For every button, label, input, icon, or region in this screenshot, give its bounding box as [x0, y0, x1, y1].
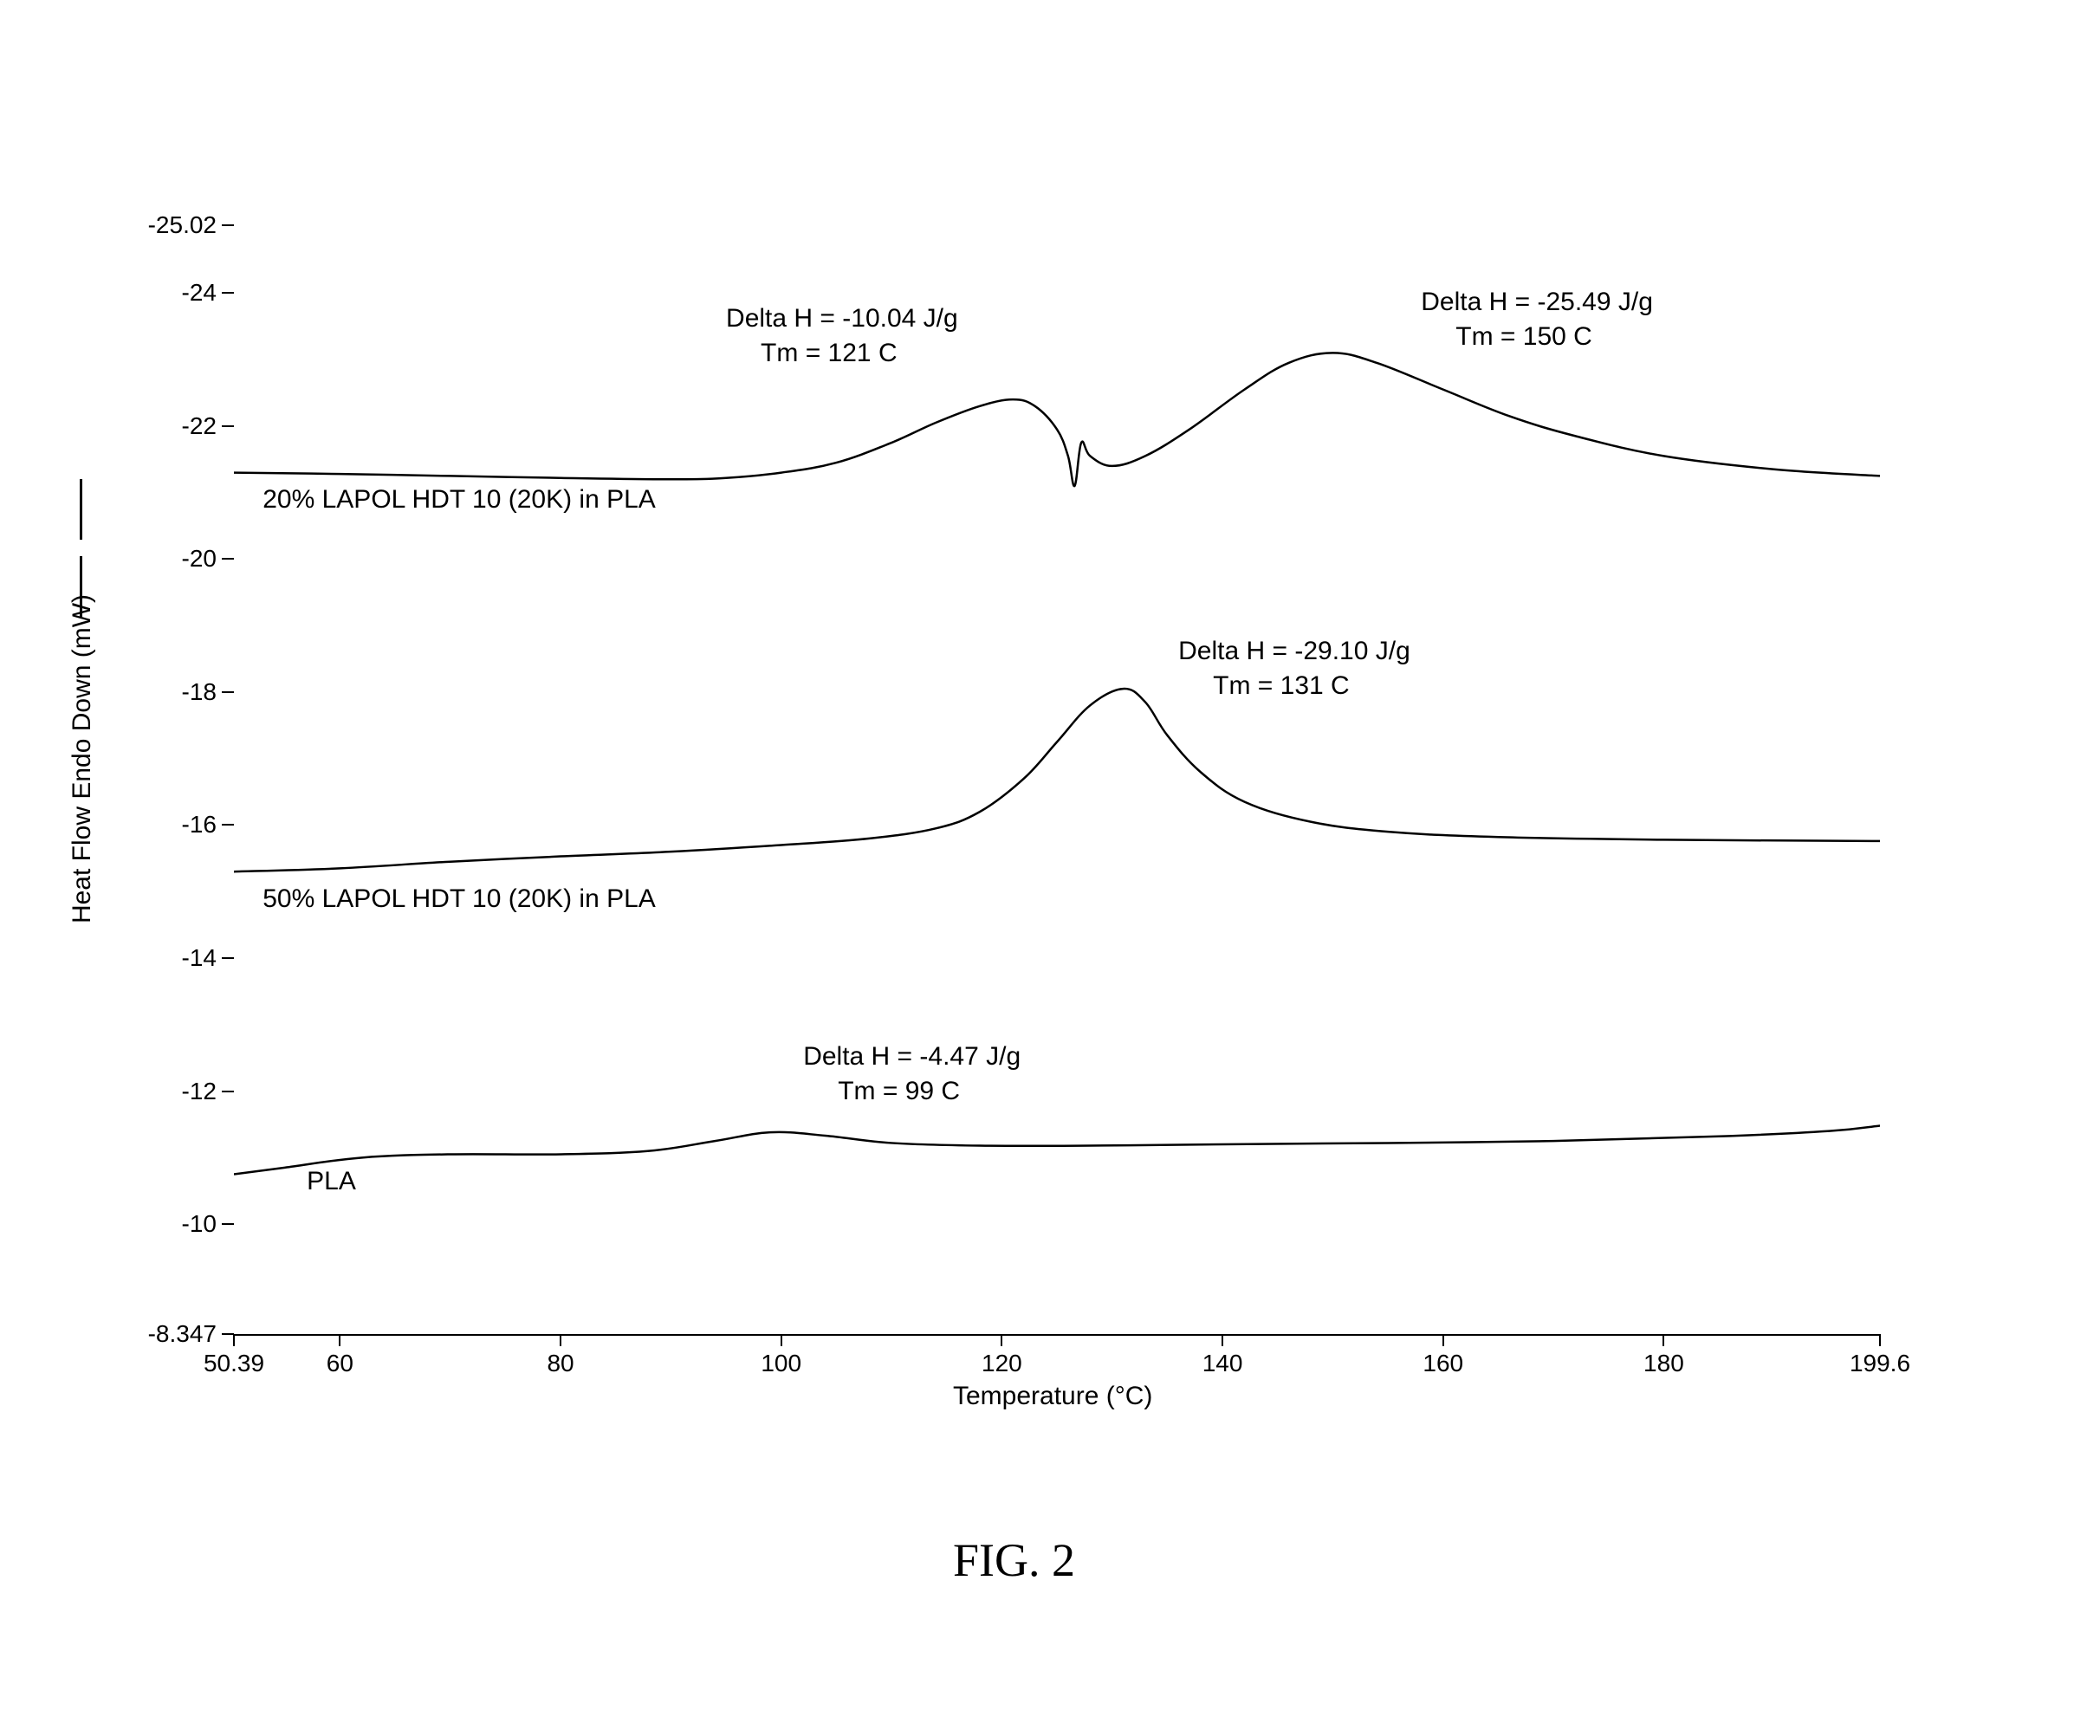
x-tick [1001, 1334, 1002, 1346]
x-tick-label: 60 [327, 1350, 353, 1377]
tm-label: Tm = 131 C [1178, 671, 1410, 701]
peak-annotation: Delta H = -4.47 J/g Tm = 99 C [803, 1042, 1021, 1106]
x-tick-label: 199.6 [1850, 1350, 1910, 1377]
page-root: 50.39 60 80 100 120 140 160 180 199.6 -25.02 -24 -… [0, 0, 2100, 1736]
series-label: PLA [307, 1167, 356, 1196]
y-tick [222, 1223, 234, 1225]
x-tick [560, 1334, 561, 1346]
x-tick-label: 140 [1202, 1350, 1243, 1377]
x-tick-label: 160 [1423, 1350, 1463, 1377]
peak-annotation: Delta H = -10.04 J/g Tm = 121 C [726, 304, 958, 368]
x-tick [339, 1334, 340, 1346]
x-tick [1442, 1334, 1444, 1346]
y-tick-label: -22 [139, 412, 217, 440]
tm-label: Tm = 99 C [803, 1077, 1021, 1106]
dsc-curve [234, 353, 1880, 486]
plot-area [234, 225, 1880, 1334]
y-tick-label: -20 [139, 545, 217, 573]
y-tick-label: -18 [139, 678, 217, 706]
y-tick-label: -12 [139, 1078, 217, 1105]
y-tick-label: -14 [139, 944, 217, 972]
y-axis-marker-top [80, 479, 82, 540]
y-tick [222, 224, 234, 226]
peak-annotation: Delta H = -29.10 J/g Tm = 131 C [1178, 637, 1410, 701]
tm-label: Tm = 150 C [1421, 322, 1653, 352]
delta-h-label: Delta H = -25.49 J/g [1421, 288, 1653, 317]
x-tick-label: 100 [761, 1350, 801, 1377]
delta-h-label: Delta H = -4.47 J/g [803, 1042, 1021, 1072]
y-tick [222, 558, 234, 560]
x-tick [1662, 1334, 1664, 1346]
y-tick [222, 1091, 234, 1092]
y-tick-label: -10 [139, 1210, 217, 1238]
y-tick-label: -24 [139, 279, 217, 307]
dsc-curve [234, 1125, 1880, 1174]
x-tick [781, 1334, 782, 1346]
series-label: 50% LAPOL HDT 10 (20K) in PLA [262, 884, 656, 914]
y-tick [222, 425, 234, 427]
x-tick-label: 50.39 [204, 1350, 264, 1377]
y-tick [222, 1333, 234, 1335]
y-axis-marker-bottom [80, 556, 82, 617]
series-label: 20% LAPOL HDT 10 (20K) in PLA [262, 485, 656, 515]
x-tick [233, 1334, 235, 1346]
y-tick [222, 292, 234, 294]
y-tick-label: -25.02 [139, 211, 217, 239]
figure-caption: FIG. 2 [953, 1533, 1075, 1587]
dsc-curves-svg [234, 225, 1880, 1334]
y-tick-label: -8.347 [139, 1320, 217, 1348]
y-tick [222, 691, 234, 693]
y-tick [222, 824, 234, 826]
y-tick-label: -16 [139, 811, 217, 839]
x-tick-label: 80 [547, 1350, 574, 1377]
peak-annotation: Delta H = -25.49 J/g Tm = 150 C [1421, 288, 1653, 352]
y-tick [222, 957, 234, 959]
x-tick-label: 180 [1643, 1350, 1684, 1377]
x-axis-line [234, 1334, 1880, 1336]
x-axis-title: Temperature (°C) [953, 1382, 1152, 1411]
dsc-curve [234, 689, 1880, 871]
tm-label: Tm = 121 C [726, 339, 958, 368]
y-axis-title: Heat Flow Endo Down (mW) [68, 594, 97, 923]
delta-h-label: Delta H = -29.10 J/g [1178, 637, 1410, 666]
x-tick-label: 120 [982, 1350, 1022, 1377]
delta-h-label: Delta H = -10.04 J/g [726, 304, 958, 334]
x-tick [1879, 1334, 1881, 1346]
x-tick [1222, 1334, 1223, 1346]
